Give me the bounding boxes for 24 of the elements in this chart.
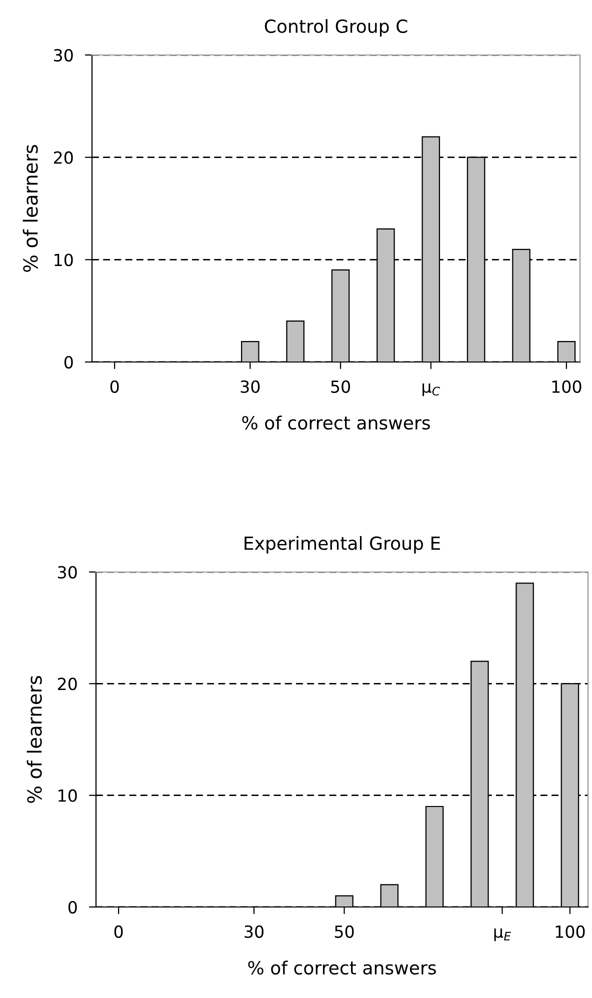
y-tick-label: 30 (54, 48, 73, 62)
chart-title: Experimental Group E (244, 536, 440, 554)
y-tick-label: 20 (54, 151, 73, 164)
y-tick-label: 0 (68, 900, 77, 914)
x-tick-label: 30 (240, 380, 260, 393)
y-axis-title: % of learners (26, 676, 42, 803)
chart-title: Control Group C (264, 19, 408, 37)
y-tick-label: 20 (58, 678, 77, 690)
y-tick-label: 30 (58, 566, 77, 579)
x-tick-label: 0 (114, 925, 123, 938)
x-tick-label: 30 (244, 925, 264, 938)
y-tick-label: 10 (54, 254, 73, 266)
y-axis-title: % of learners (22, 144, 38, 272)
x-tick-label: 100 (552, 380, 582, 393)
x-tick-label: 50 (331, 380, 350, 393)
y-tick-label: 10 (58, 789, 77, 802)
x-tick-label: μ$_{E}$ (494, 928, 512, 942)
x-axis-title: % of correct answers (248, 960, 436, 975)
y-tick-label: 0 (64, 356, 73, 369)
x-tick-label: 50 (334, 925, 354, 938)
x-tick-label: 0 (110, 380, 119, 393)
x-tick-label: 100 (556, 925, 585, 938)
x-tick-label: μ$_{C}$ (422, 384, 440, 396)
x-axis-title: % of correct answers (242, 416, 430, 430)
